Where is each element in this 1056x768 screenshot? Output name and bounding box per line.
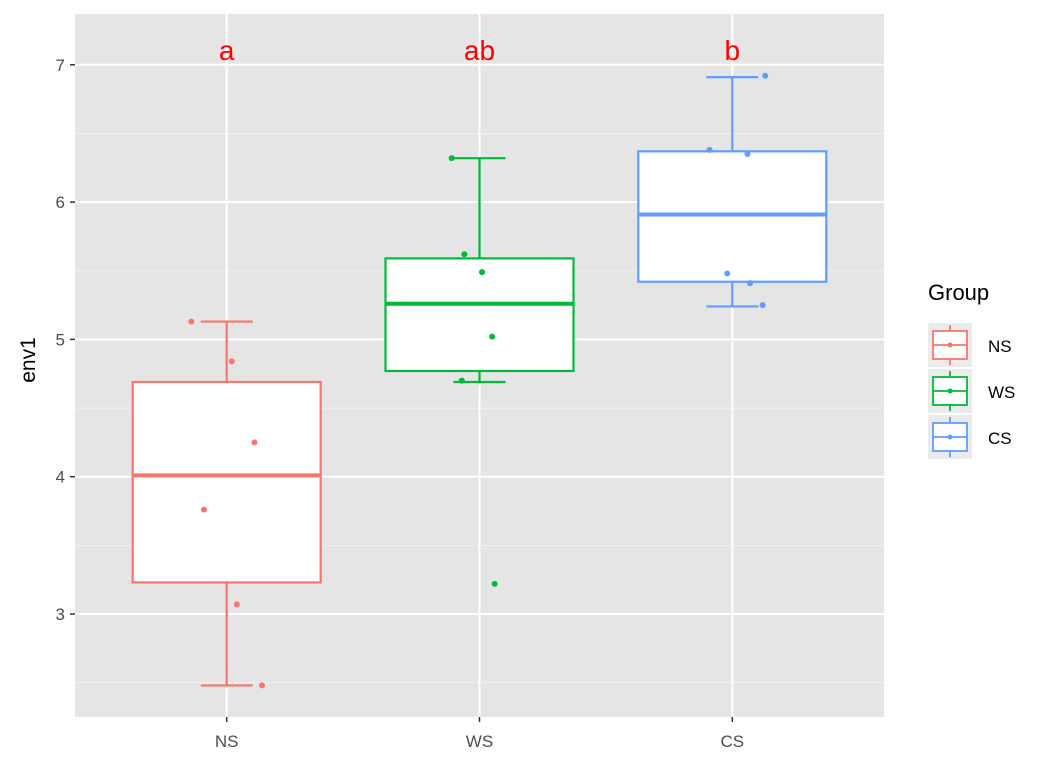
box-WS	[384, 257, 575, 373]
data-point	[706, 146, 713, 153]
legend-key-point	[947, 342, 953, 348]
data-point	[461, 251, 468, 258]
data-point	[448, 155, 455, 162]
data-point	[233, 601, 240, 608]
data-point	[200, 506, 207, 513]
data-point	[228, 358, 235, 365]
box-NS	[131, 380, 322, 584]
data-point	[259, 682, 266, 689]
legend-label: NS	[988, 337, 1012, 356]
y-tick-label: 6	[56, 193, 65, 212]
legend-title: Group	[928, 280, 989, 305]
y-tick-label: 4	[56, 468, 65, 487]
data-point	[759, 302, 766, 309]
x-tick-label: WS	[466, 732, 493, 751]
legend-key-point	[947, 388, 953, 394]
significance-letter: ab	[464, 35, 495, 66]
y-tick-label: 3	[56, 605, 65, 624]
significance-letter: b	[725, 35, 741, 66]
data-point	[479, 269, 486, 276]
data-point	[762, 72, 769, 79]
data-point	[188, 318, 195, 325]
y-tick-label: 7	[56, 56, 65, 75]
y-axis-title: env1	[17, 337, 40, 383]
data-point	[724, 270, 731, 277]
legend-key-point	[947, 434, 953, 440]
significance-letter: a	[219, 35, 235, 66]
y-tick-label: 5	[56, 330, 65, 349]
x-tick-label: NS	[215, 732, 239, 751]
data-point	[251, 439, 258, 446]
legend-label: CS	[988, 429, 1012, 448]
data-point	[458, 377, 465, 384]
data-point	[489, 333, 496, 340]
data-point	[491, 580, 498, 587]
legend-label: WS	[988, 383, 1015, 402]
data-point	[747, 280, 754, 287]
data-point	[744, 151, 751, 158]
x-tick-label: CS	[721, 732, 745, 751]
box-CS	[637, 150, 828, 283]
